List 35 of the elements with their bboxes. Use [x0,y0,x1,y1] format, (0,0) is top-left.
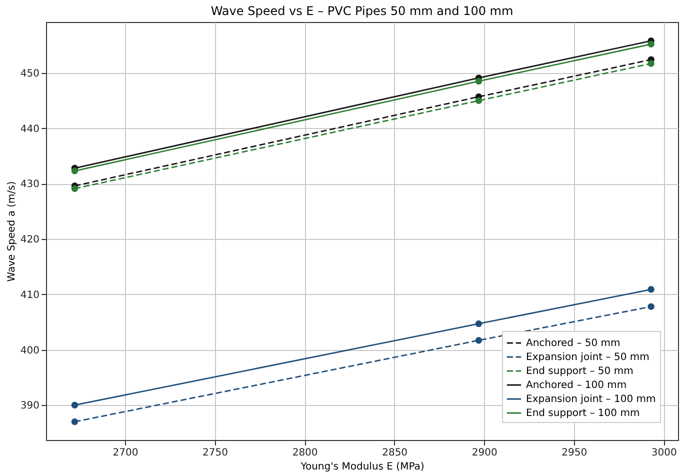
x-tick-label: 2750 [202,448,228,458]
point [648,60,654,67]
y-axis-title: Wave Speed a (m/s) [6,181,18,282]
x-tick-label: 2700 [112,448,138,458]
y-tick-label: 410 [20,290,40,301]
point [648,303,654,310]
y-tick-label: 420 [20,234,40,246]
point [648,40,654,48]
x-tick-label: 2850 [382,448,408,458]
chart-title: Wave Speed vs E – PVC Pipes 50 mm and 100 mm [210,4,514,18]
point [475,336,482,344]
point [71,185,78,192]
y-tick-label: 430 [20,179,40,190]
x-tick-label: 2800 [292,448,318,458]
x-tick-label: 3000 [651,448,677,458]
legend-label: Expansion joint – 100 mm [526,394,656,405]
point [648,286,654,293]
legend-label: Anchored – 100 mm [526,380,627,391]
point [475,78,482,85]
legend-label: Expansion joint – 50 mm [526,352,650,363]
y-tick-label: 400 [20,345,40,356]
x-axis-title: Young's Modulus E (MPa) [300,462,424,472]
legend-label: Anchored – 50 mm [526,338,620,349]
point [71,168,78,174]
point [475,97,482,104]
y-tick-label: 390 [20,400,40,412]
legend-label: End support – 100 mm [526,408,640,419]
point [71,418,78,426]
legend-label: End support – 50 mm [526,366,634,377]
y-tick-label: 440 [20,124,40,135]
point [71,402,78,408]
point [475,320,482,328]
x-tick-label: 2900 [472,448,498,458]
x-tick-label: 2950 [562,448,588,458]
y-tick-label: 450 [20,68,40,80]
